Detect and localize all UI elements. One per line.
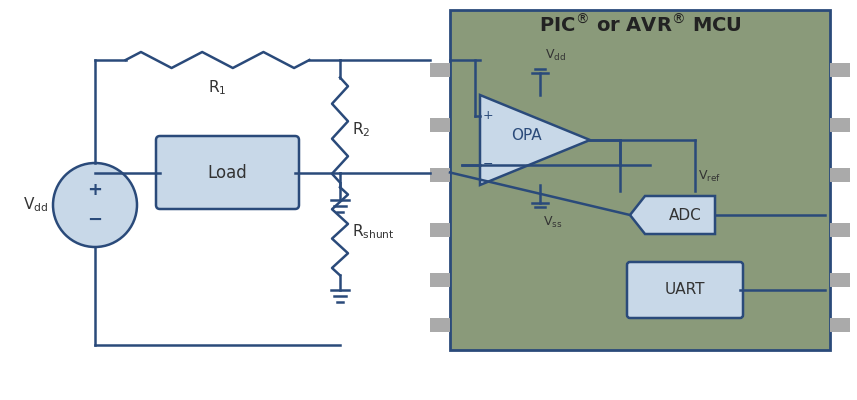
Text: −: − bbox=[87, 211, 103, 229]
Text: V$_\mathregular{dd}$: V$_\mathregular{dd}$ bbox=[23, 196, 48, 214]
FancyBboxPatch shape bbox=[830, 318, 850, 332]
FancyBboxPatch shape bbox=[156, 136, 299, 209]
Text: −: − bbox=[482, 158, 494, 171]
Circle shape bbox=[53, 163, 137, 247]
Text: ADC: ADC bbox=[668, 208, 701, 222]
Text: V$_\mathregular{ref}$: V$_\mathregular{ref}$ bbox=[698, 169, 721, 184]
Text: V$_\mathregular{dd}$: V$_\mathregular{dd}$ bbox=[546, 48, 566, 63]
FancyBboxPatch shape bbox=[430, 118, 450, 132]
Text: +: + bbox=[482, 109, 494, 122]
FancyBboxPatch shape bbox=[430, 273, 450, 287]
Text: R$_\mathregular{shunt}$: R$_\mathregular{shunt}$ bbox=[352, 222, 394, 240]
Text: R$_\mathregular{1}$: R$_\mathregular{1}$ bbox=[208, 78, 227, 97]
FancyBboxPatch shape bbox=[830, 63, 850, 77]
FancyBboxPatch shape bbox=[627, 262, 743, 318]
Text: UART: UART bbox=[665, 282, 705, 298]
FancyBboxPatch shape bbox=[430, 318, 450, 332]
Polygon shape bbox=[480, 95, 590, 185]
FancyBboxPatch shape bbox=[830, 223, 850, 237]
Text: R$_\mathregular{2}$: R$_\mathregular{2}$ bbox=[352, 121, 370, 139]
Text: V$_\mathregular{ss}$: V$_\mathregular{ss}$ bbox=[543, 215, 563, 230]
Polygon shape bbox=[630, 196, 715, 234]
FancyBboxPatch shape bbox=[430, 63, 450, 77]
Text: PIC$^\circledR$ or AVR$^\circledR$ MCU: PIC$^\circledR$ or AVR$^\circledR$ MCU bbox=[538, 14, 741, 36]
Text: +: + bbox=[87, 181, 103, 199]
FancyBboxPatch shape bbox=[830, 168, 850, 182]
FancyBboxPatch shape bbox=[430, 223, 450, 237]
FancyBboxPatch shape bbox=[830, 118, 850, 132]
Text: Load: Load bbox=[207, 164, 248, 182]
FancyBboxPatch shape bbox=[450, 10, 830, 350]
FancyBboxPatch shape bbox=[430, 168, 450, 182]
Text: OPA: OPA bbox=[511, 128, 542, 144]
FancyBboxPatch shape bbox=[830, 273, 850, 287]
